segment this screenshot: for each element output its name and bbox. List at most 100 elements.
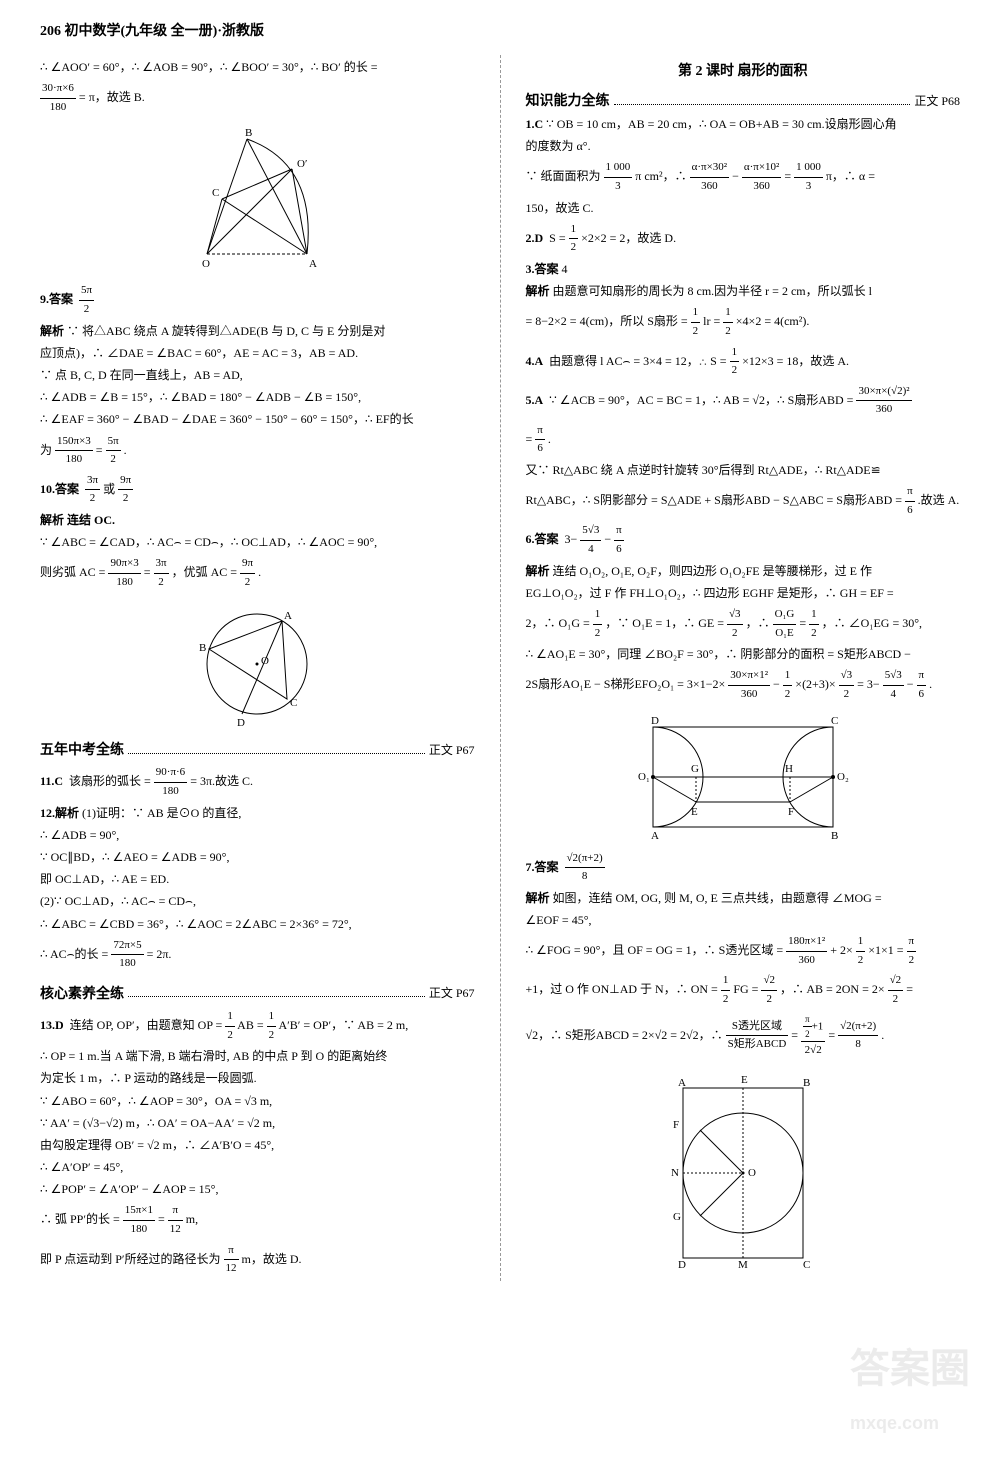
text: +1，过 O 作 ON⊥AD 于 N，∴ ON = (526, 982, 718, 996)
text: − (907, 677, 914, 691)
text: . (881, 1027, 884, 1041)
label: 12.解析 (40, 806, 79, 820)
q3-l1: = 8−2×2 = 4(cm)，所以 S扇形 = 12 lr = 12 ×4×2… (526, 304, 961, 340)
q9-l6: 为 150π×3180 = 5π2 . (40, 433, 475, 469)
fraction: π6 (535, 422, 545, 458)
fraction: 12 (593, 606, 603, 642)
fraction: 150π×3180 (55, 433, 93, 469)
text: ，∴ (746, 616, 770, 630)
svg-text:E: E (741, 1074, 748, 1086)
figure-1: B O′ C O A (40, 124, 475, 274)
text: 2S扇形AO₁E − S梯形EFO₂O₁ = 3×1−2× (526, 677, 726, 691)
svg-text:C: C (212, 187, 219, 199)
watermark: 答案圈 mxqe.com (850, 1336, 970, 1439)
svg-text:O: O (748, 1167, 756, 1179)
q10-answer: 10.答案 3π2 或 9π2 (40, 472, 475, 508)
svg-text:D: D (237, 717, 245, 729)
q13-l10: 即 P 点运动到 P′所经过的路径长为 π12 m，故选 D. (40, 1242, 475, 1278)
text: = (828, 1027, 835, 1041)
fraction: 5π2 (106, 433, 121, 469)
svg-text:D: D (678, 1259, 686, 1268)
fraction: 9π2 (118, 472, 133, 508)
q6-l2: 2，∴ O₁G = 12 ，∵ O₁E = 1，∴ GE = √32 ，∴ O₁… (526, 606, 961, 642)
q5-l4: Rt△ABC，∴ S阴影部分 = S△ADE + S扇形ABD − S△ABC … (526, 483, 961, 519)
fraction: 12 (569, 221, 579, 257)
text: ×12×3 = 18，故选 A. (742, 353, 849, 367)
page-header: 206 初中数学(九年级 全一册)·浙教版 (40, 20, 960, 40)
section-label: 核心素养全练 (40, 983, 124, 1003)
fraction: π6 (905, 483, 915, 519)
section-label: 知识能力全练 (526, 90, 610, 110)
page-ref: 正文 P67 (429, 741, 475, 758)
label: 13.D (40, 1018, 64, 1032)
text: AB = (237, 1018, 263, 1032)
svg-text:O′: O′ (297, 158, 307, 170)
dots (614, 96, 911, 105)
text: = 2π. (147, 947, 172, 961)
fraction: π2 (907, 933, 917, 969)
text: ∴ ∠AOO′ = 60°，∴ ∠AOB = 90°，∴ ∠BOO′ = 30°… (40, 60, 378, 74)
watermark-sub: mxqe.com (850, 1413, 939, 1433)
q1-l4: 150，故选 C. (526, 199, 961, 218)
fraction: 9π2 (240, 555, 255, 591)
q12-label: 12.解析 (1)证明：∵ AB 是⊙O 的直径, (40, 804, 475, 823)
fraction: 12 (721, 972, 731, 1008)
fraction: 5π2 (79, 282, 94, 318)
text: . (258, 565, 261, 579)
q13-l8: ∴ ∠POP′ = ∠A′OP′ − ∠AOP = 15°, (40, 1180, 475, 1199)
dots (128, 745, 425, 754)
text: m，故选 D. (242, 1251, 302, 1265)
text: ，∵ O₁E = 1，∴ GE = (605, 616, 724, 630)
fraction: π6 (614, 522, 624, 558)
fraction: π6 (917, 667, 927, 703)
fraction: 5√34 (580, 522, 601, 558)
q1-l1: 1.C ∵ OB = 10 cm，AB = 20 cm，∴ OA = OB+AB… (526, 115, 961, 134)
fraction: √2(π+2)8 (565, 850, 605, 886)
jiexi-label: 解析 (526, 564, 550, 578)
text: + 2× (830, 943, 853, 957)
column-divider (500, 55, 501, 1281)
dots (128, 988, 425, 997)
text: A′B′ = OP′，∵ AB = 2 m, (278, 1018, 408, 1032)
q13-l2: ∴ OP = 1 m.当 A 端下滑, B 端右滑时, AB 的中点 P 到 O… (40, 1047, 475, 1066)
q5-l3: 又∵ Rt△ABC 绕 A 点逆时针旋转 30°后得到 Rt△ADE，∴ Rt△… (526, 461, 961, 480)
jiexi-label: 解析 (526, 891, 550, 905)
q7-l4: √2，∴ S矩形ABCD = 2×√2 = 2√2，∴ S透光区域 S矩形ABC… (526, 1012, 961, 1060)
fraction: O₁GO₁E (773, 606, 797, 642)
label: 2.D (526, 231, 544, 245)
svg-text:C: C (290, 697, 297, 709)
two-column-layout: ∴ ∠AOO′ = 60°，∴ ∠AOB = 90°，∴ ∠BOO′ = 30°… (40, 55, 960, 1281)
text: − (604, 532, 611, 546)
q12-l3: ∵ OC∥BD，∴ ∠AEO = ∠ADB = 90°, (40, 848, 475, 867)
figure-3: D C O₁ O₂ G H E F A B (526, 712, 961, 842)
page-ref: 正文 P68 (914, 92, 960, 109)
fraction: 12 (783, 667, 793, 703)
label: 11.C (40, 774, 63, 788)
text: = (784, 169, 791, 183)
q12-l7: ∴ AC⌢的长 = 72π×5180 = 2π. (40, 937, 475, 973)
q1-l2: 的度数为 α°. (526, 137, 961, 156)
text: 3− (565, 532, 578, 546)
svg-text:A: A (678, 1077, 686, 1089)
svg-text:H: H (785, 763, 793, 775)
fraction: 12 (723, 304, 733, 340)
fraction: 1 0003 (794, 159, 823, 195)
figure-2: A B C D O (40, 599, 475, 729)
text: 该扇形的弧长 = (69, 774, 151, 788)
fraction: 12 (691, 304, 701, 340)
text: 由题意可知扇形的周长为 8 cm.因为半径 r = 2 cm，所以弧长 l (553, 284, 872, 298)
text: ∵ 将△ABC 绕点 A 旋转得到△ADE(B 与 D, C 与 E 分别是对 (67, 324, 385, 338)
text: − (773, 677, 780, 691)
fraction: 30×π×(√2)²360 (856, 383, 911, 419)
svg-text:O: O (202, 258, 210, 270)
text: = (799, 616, 806, 630)
svg-text:F: F (788, 806, 794, 818)
text: Rt△ABC，∴ S阴影部分 = S△ADE + S扇形ABD − S△ABC … (526, 493, 903, 507)
fraction: 30×π×1²360 (728, 667, 770, 703)
svg-text:E: E (691, 806, 698, 818)
text: FG = (733, 982, 758, 996)
fraction: 12 (225, 1008, 235, 1044)
q6-l3: ∴ ∠AO₁E = 30°，同理 ∠BO₂F = 30°，∴ 阴影部分的面积 =… (526, 645, 961, 664)
text: 由题意得 l AC⌢ = 3×4 = 12，∴ S = (549, 353, 726, 367)
q13-l7: ∴ ∠A′OP′ = 45°, (40, 1158, 475, 1177)
